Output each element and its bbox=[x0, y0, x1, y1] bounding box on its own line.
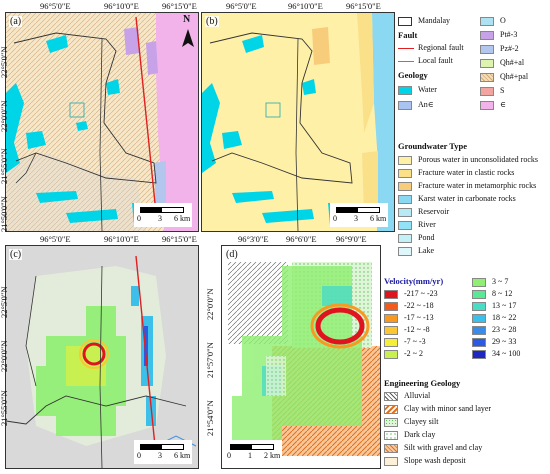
map-panel-a: (a) N 0 3 6 km bbox=[5, 12, 199, 232]
axis-top-b-0: 96°5'0"E bbox=[226, 1, 257, 11]
map-panel-d: (d) 0 1 2 km bbox=[221, 245, 381, 469]
engineering-map-d bbox=[222, 246, 380, 468]
gw-item: Fracture water in metamorphic rocks bbox=[418, 181, 537, 190]
axis-top-c-0: 96°5'0"E bbox=[40, 234, 71, 244]
axis-left-a-1: 22°0'0"N bbox=[0, 100, 9, 132]
vel-item: 13 ~ 17 bbox=[492, 301, 517, 310]
axis-left-a-3: 21°50'0"N bbox=[0, 196, 9, 232]
axis-left-d-1: 21°57'0"N bbox=[205, 342, 215, 378]
gw-item: Lake bbox=[418, 246, 434, 255]
scale-bar-a: 0 3 6 km bbox=[134, 203, 192, 227]
legend-qhal: Qh#+al bbox=[500, 58, 525, 67]
vel-item: -217 ~ -23 bbox=[404, 289, 438, 298]
groundwater-map-b bbox=[202, 13, 394, 231]
vel-item: -17 ~ -13 bbox=[404, 313, 434, 322]
axis-top-a-0: 96°5'0"E bbox=[40, 1, 71, 11]
legend-mandalay: Mandalay bbox=[418, 16, 450, 25]
vel-item: 18 ~ 22 bbox=[492, 313, 517, 322]
eng-item: Silt with gravel and clay bbox=[404, 443, 483, 452]
vel-item: -2 ~ 2 bbox=[404, 349, 423, 358]
legend-pz: Pz#-2 bbox=[500, 44, 519, 53]
axis-top-a-2: 96°15'0"E bbox=[162, 1, 197, 11]
eng-item: Alluvial bbox=[404, 391, 431, 400]
legend-an: An∈ bbox=[418, 100, 434, 109]
legend-local-fault: Local fault bbox=[418, 56, 453, 65]
axis-left-c-1: 22°0'0"N bbox=[0, 340, 9, 372]
vel-item: -22 ~ -18 bbox=[404, 301, 434, 310]
axis-top-c-1: 96°10'0"E bbox=[104, 234, 139, 244]
vel-item: 29 ~ 33 bbox=[492, 337, 517, 346]
scale-tick-2: 6 km bbox=[174, 214, 191, 223]
vel-item: 23 ~ 28 bbox=[492, 325, 517, 334]
eng-item: Slope wash deposit bbox=[404, 456, 466, 465]
vel-item: -12 ~ -8 bbox=[404, 325, 430, 334]
vel-item: 3 ~ 7 bbox=[492, 277, 509, 286]
scale-bar-d: 0 1 2 km bbox=[224, 440, 282, 464]
legend-groundwater: Groundwater Type Porous water in unconso… bbox=[398, 141, 548, 259]
map-panel-b: (b) 0 3 6 km bbox=[201, 12, 395, 232]
panel-label-a: (a) bbox=[9, 16, 23, 27]
gw-item: Fracture water in clastic rocks bbox=[418, 168, 515, 177]
legend-velocity-title: Velocity(mm/yr) bbox=[384, 276, 444, 286]
vel-item: 34 ~ 100 bbox=[492, 349, 521, 358]
scale-tick-1: 1 bbox=[248, 451, 252, 460]
legend-groundwater-title: Groundwater Type bbox=[398, 141, 468, 151]
axis-top-d-0: 96°3'0"E bbox=[238, 234, 269, 244]
axis-top-d-1: 96°6'0"E bbox=[286, 234, 317, 244]
scale-tick-1: 3 bbox=[158, 214, 162, 223]
axis-left-c-2: 21°55'0"N bbox=[0, 390, 9, 426]
velocity-map-c bbox=[6, 246, 198, 468]
eng-item: Dark clay bbox=[404, 430, 436, 439]
scale-bar-b: 0 3 6 km bbox=[330, 203, 388, 227]
legend-geology-title: Geology bbox=[398, 70, 428, 80]
axis-top-c-2: 96°15'0"E bbox=[162, 234, 197, 244]
eng-item: Clayey silt bbox=[404, 417, 439, 426]
gw-item: Porous water in unconsolidated rocks bbox=[418, 155, 538, 164]
axis-left-c-0: 22°5'0"N bbox=[0, 286, 9, 318]
gw-item: River bbox=[418, 220, 436, 229]
axis-left-a-0: 22°5'0"N bbox=[0, 46, 9, 78]
axis-top-b-2: 96°15'0"E bbox=[346, 1, 381, 11]
geology-map-a bbox=[6, 13, 198, 231]
panel-label-b: (b) bbox=[205, 16, 219, 27]
scale-tick-0: 0 bbox=[137, 451, 141, 460]
legend-o: O bbox=[500, 16, 506, 25]
scale-tick-0: 0 bbox=[227, 451, 231, 460]
legend-water: Water bbox=[418, 85, 437, 94]
axis-left-d-0: 22°0'0"N bbox=[205, 288, 215, 320]
panel-label-d: (d) bbox=[225, 249, 239, 260]
legend-engineering-title: Engineering Geology bbox=[384, 378, 461, 388]
scale-tick-1: 3 bbox=[158, 451, 162, 460]
legend-velocity: Velocity(mm/yr) -217 ~ -23 -22 ~ -18 -17… bbox=[384, 276, 548, 376]
legend-s: S bbox=[500, 86, 505, 95]
axis-left-a-2: 21°55'0"N bbox=[0, 148, 9, 184]
eng-item: Clay with minor sand layer bbox=[404, 404, 492, 413]
gw-item: Pond bbox=[418, 233, 435, 242]
scale-tick-2: 6 km bbox=[174, 451, 191, 460]
vel-item: 8 ~ 12 bbox=[492, 289, 513, 298]
scale-tick-0: 0 bbox=[333, 214, 337, 223]
scale-bar-c: 0 3 6 km bbox=[134, 440, 192, 464]
axis-top-a-1: 96°10'0"E bbox=[104, 1, 139, 11]
axis-left-d-2: 21°54'0"N bbox=[205, 400, 215, 436]
legend-engineering: Engineering Geology Alluvial Clay with m… bbox=[384, 378, 548, 472]
axis-top-d-2: 96°9'0"E bbox=[336, 234, 367, 244]
legend-pt: Pt#-3 bbox=[500, 30, 518, 39]
axis-top-b-1: 96°10'0"E bbox=[288, 1, 323, 11]
scale-tick-1: 3 bbox=[354, 214, 358, 223]
scale-tick-2: 6 km bbox=[370, 214, 387, 223]
north-arrow-label: N bbox=[183, 14, 191, 25]
vel-item: -7 ~ -3 bbox=[404, 337, 426, 346]
legend-regional-fault: Regional fault bbox=[418, 43, 464, 52]
map-panel-c: (c) 0 3 6 km bbox=[5, 245, 199, 469]
scale-tick-0: 0 bbox=[137, 214, 141, 223]
legend-fault-title: Fault bbox=[398, 30, 418, 40]
gw-item: Reservoir bbox=[418, 207, 450, 216]
legend-qhpal: Qh#+pal bbox=[500, 72, 529, 81]
legend-cambrian: ∈ bbox=[500, 100, 506, 109]
panel-label-c: (c) bbox=[9, 249, 23, 260]
legend-geology: Mandalay Fault Regional fault Local faul… bbox=[398, 16, 548, 141]
scale-tick-2: 2 km bbox=[264, 451, 281, 460]
gw-item: Karst water in carbonate rocks bbox=[418, 194, 516, 203]
